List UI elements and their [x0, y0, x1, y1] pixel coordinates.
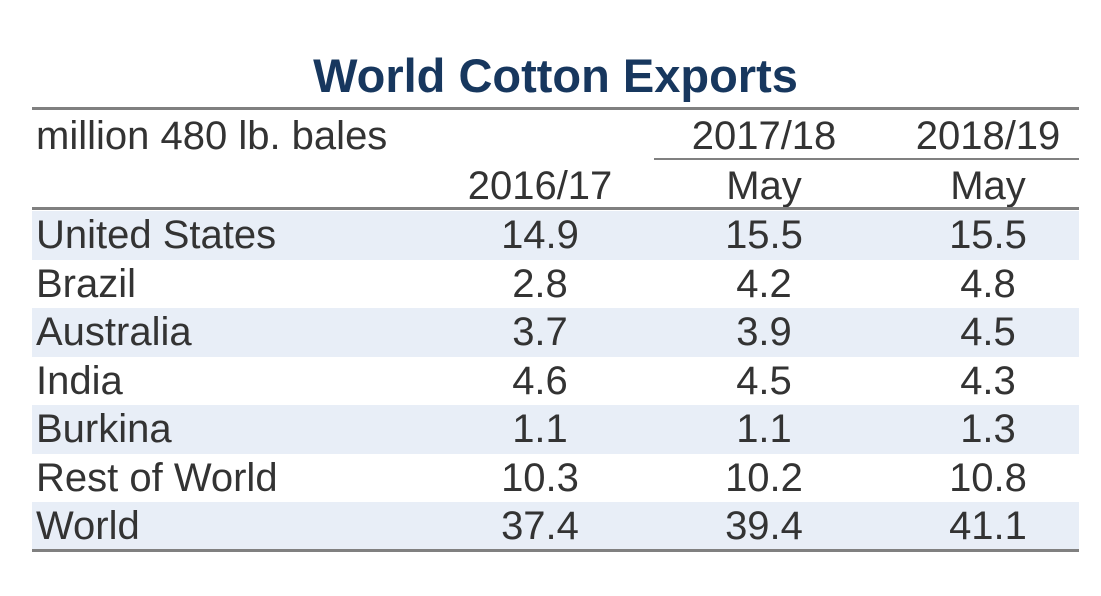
row-label-india: India — [36, 359, 123, 403]
row-label-world: World — [36, 504, 140, 548]
bottom-rule — [32, 549, 1079, 552]
cell-rest-of-world-2016-17: 10.3 — [501, 456, 579, 500]
cell-india-2016-17: 4.6 — [512, 359, 568, 403]
cell-brazil-2018-19: 4.8 — [960, 262, 1016, 306]
cell-india-2018-19: 4.3 — [960, 359, 1016, 403]
row-label-rest-of-world: Rest of World — [36, 456, 278, 500]
column-header-2018-19-sub: May — [950, 164, 1026, 208]
cell-rest-of-world-2017-18: 10.2 — [725, 456, 803, 500]
row-band-united-states — [32, 211, 1079, 260]
column-header-2017-18-year: 2017/18 — [691, 114, 837, 158]
row-label-burkina: Burkina — [36, 407, 172, 451]
cell-united-states-2016-17: 14.9 — [501, 213, 579, 257]
row-band-australia — [32, 308, 1079, 357]
row-band-burkina — [32, 405, 1079, 454]
cell-brazil-2016-17: 2.8 — [512, 262, 568, 306]
table-title: World Cotton Exports — [313, 49, 798, 102]
column-header-2017-18-sub: May — [726, 164, 802, 208]
cell-australia-2018-19: 4.5 — [960, 310, 1016, 354]
column-header-2016-17-year: 2016/17 — [467, 164, 613, 208]
cell-australia-2016-17: 3.7 — [512, 310, 568, 354]
cell-united-states-2017-18: 15.5 — [725, 213, 803, 257]
column-header-2018-19-year: 2018/19 — [915, 114, 1061, 158]
cell-world-2018-19: 41.1 — [949, 504, 1027, 548]
cell-australia-2017-18: 3.9 — [736, 310, 792, 354]
top-rule — [32, 107, 1079, 110]
row-band-world — [32, 502, 1079, 551]
cell-burkina-2016-17: 1.1 — [512, 407, 568, 451]
cell-united-states-2018-19: 15.5 — [949, 213, 1027, 257]
row-label-australia: Australia — [36, 310, 192, 354]
cell-rest-of-world-2018-19: 10.8 — [949, 456, 1027, 500]
cell-india-2017-18: 4.5 — [736, 359, 792, 403]
cell-world-2016-17: 37.4 — [501, 504, 579, 548]
year-group-rule — [654, 158, 1079, 160]
units-label: million 480 lb. bales — [36, 114, 388, 158]
header-bottom-rule — [32, 207, 1079, 210]
cell-burkina-2017-18: 1.1 — [736, 407, 792, 451]
cell-burkina-2018-19: 1.3 — [960, 407, 1016, 451]
row-label-brazil: Brazil — [36, 262, 137, 306]
cell-world-2017-18: 39.4 — [725, 504, 803, 548]
cell-brazil-2017-18: 4.2 — [736, 262, 792, 306]
row-label-united-states: United States — [36, 213, 277, 257]
